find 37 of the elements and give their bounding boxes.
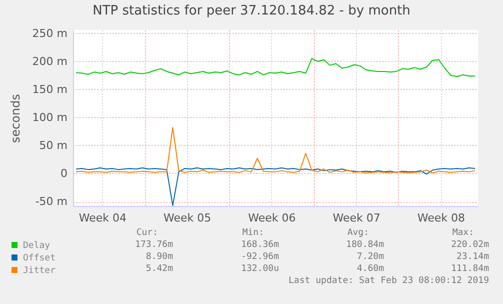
y-tick-label: 50 m: [39, 138, 68, 152]
y-axis-title: seconds: [8, 94, 22, 144]
text: 23.14m: [456, 252, 489, 262]
y-tick-label: -50 m: [35, 195, 68, 208]
legend-label: Jitter: [23, 266, 56, 276]
legend-label: Delay: [23, 241, 51, 251]
x-tick-label: Week 05: [164, 212, 212, 224]
y-tick-label: 250 m: [32, 26, 68, 40]
x-tick-label: Week 04: [78, 212, 127, 224]
y-tick-label: 200 m: [32, 54, 68, 68]
text: 7.20m: [356, 252, 384, 262]
line-series: [76, 58, 476, 78]
y-tick-label: 150 m: [32, 82, 68, 96]
text: 5.42m: [146, 264, 173, 274]
y-tick-label: 100 m: [32, 110, 68, 124]
text: Cur:: [136, 228, 158, 238]
line-series: [76, 167, 476, 206]
text: Max:: [452, 228, 474, 238]
x-tick-label: Week 07: [332, 212, 380, 224]
y-tick-label: 0: [60, 166, 68, 180]
text: 180.84m: [346, 240, 384, 250]
text: 220.02m: [451, 240, 489, 250]
text: -92.96m: [241, 252, 279, 262]
text: Min:: [242, 228, 264, 238]
x-tick-label: Week 08: [417, 212, 466, 224]
line-series: [76, 127, 476, 174]
text: 8.90m: [146, 252, 173, 262]
text: 4.60m: [356, 264, 384, 274]
text: 168.36m: [241, 240, 279, 250]
chart-title: NTP statistics for peer 37.120.184.82 - by month: [92, 3, 410, 18]
text: Last update: Sat Feb 23 08:00:12 2019: [288, 276, 489, 286]
text: 132.00u: [241, 264, 279, 274]
text: Avg:: [347, 228, 369, 238]
text: 111.84m: [451, 264, 489, 274]
text: 173.76m: [135, 240, 173, 250]
x-tick-label: Week 06: [248, 212, 296, 224]
legend-label: Offset: [23, 254, 56, 264]
